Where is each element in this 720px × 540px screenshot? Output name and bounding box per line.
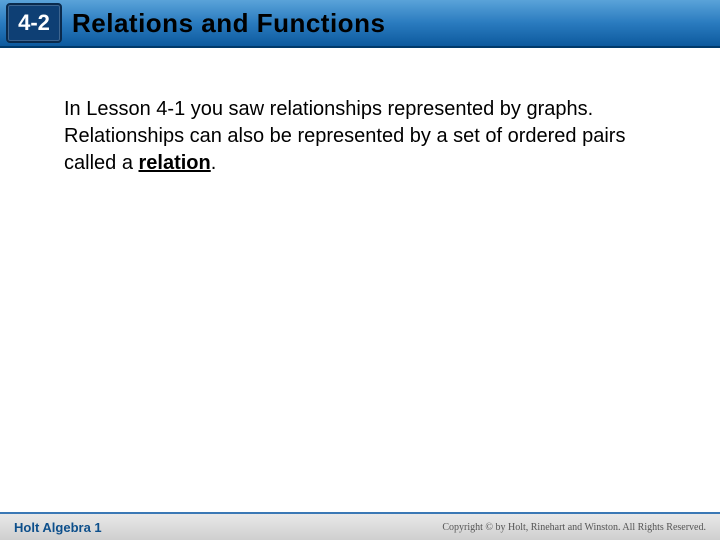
keyword-relation: relation	[139, 152, 211, 174]
slide-title: Relations and Functions	[72, 8, 385, 39]
slide-header: 4-2 Relations and Functions	[0, 0, 720, 48]
footer-copyright: Copyright © by Holt, Rinehart and Winsto…	[442, 522, 706, 533]
section-number-badge: 4-2	[6, 3, 62, 43]
body-text-post: .	[211, 152, 217, 174]
footer-book-title: Holt Algebra 1	[14, 520, 102, 535]
slide-footer: Holt Algebra 1 Copyright © by Holt, Rine…	[0, 512, 720, 540]
body-paragraph: In Lesson 4-1 you saw relationships repr…	[64, 96, 656, 177]
slide-body: In Lesson 4-1 you saw relationships repr…	[0, 48, 720, 177]
